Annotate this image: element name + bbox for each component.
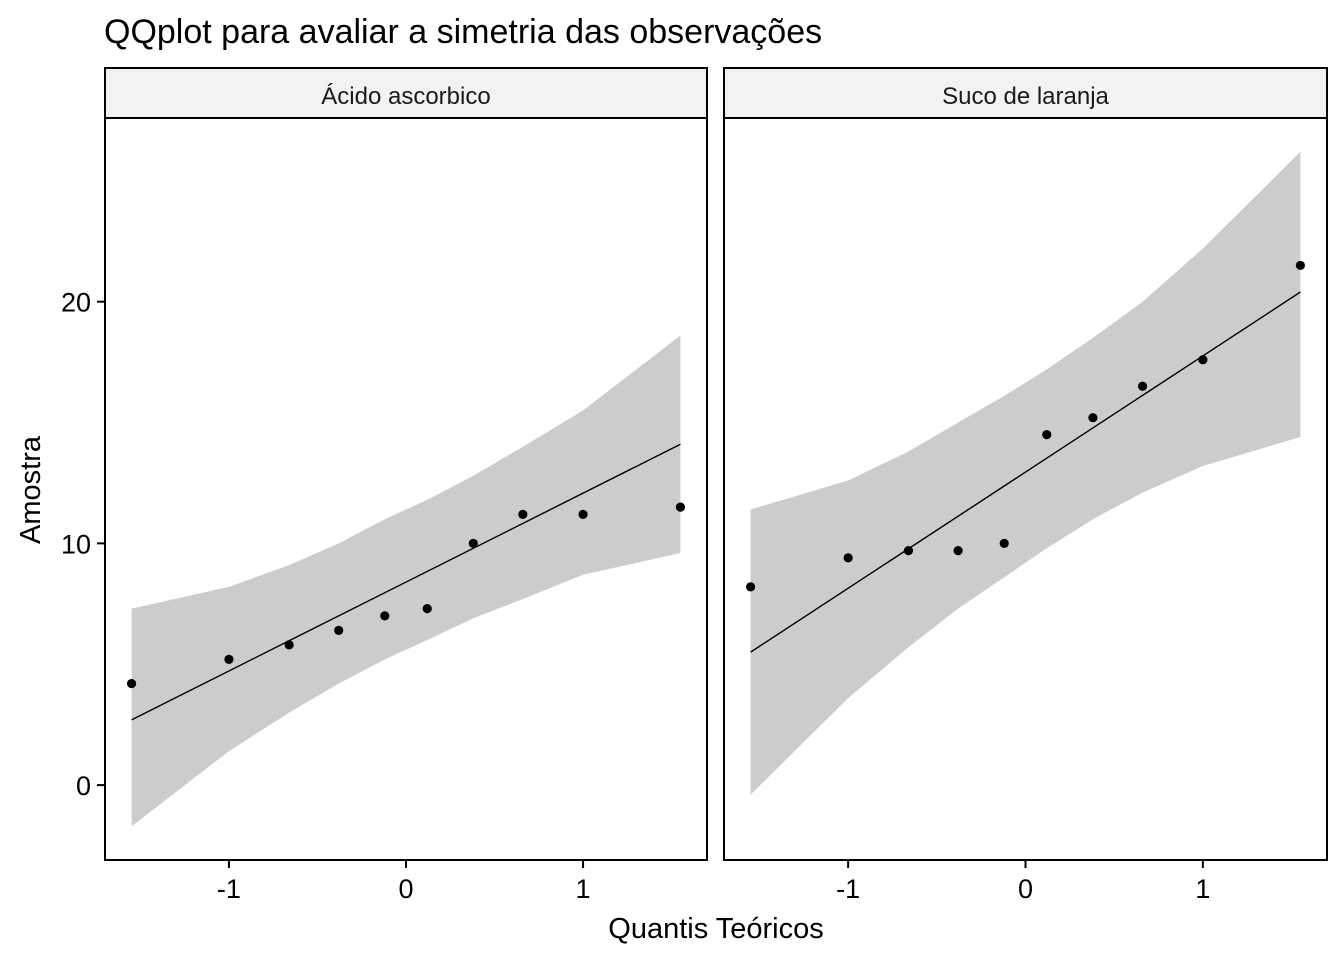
x-tick-label: 0 [398,874,413,904]
data-point [1198,355,1208,365]
data-point [675,502,686,512]
x-tick-label: 0 [1018,874,1033,904]
x-axis-title: Quantis Teóricos [608,913,823,945]
confidence-band [750,151,1301,795]
facet-panel-2: Suco de laranja -1 0 1 [723,67,1328,904]
data-point [1042,430,1052,440]
x-tick-label: -1 [217,874,241,904]
data-point [224,654,234,664]
facet-strip [723,67,1328,119]
data-point [334,625,344,635]
facet-strip-label: Suco de laranja [942,83,1109,110]
facet-panel-1: Ácido ascorbico -1 0 1 [104,67,708,904]
data-point [746,582,756,592]
qq-reference-line [131,443,681,721]
x-tick-label: 1 [1195,874,1210,904]
data-point [380,611,390,621]
data-point [422,604,432,614]
data-point [953,546,963,556]
x-tick-label: -1 [836,874,860,904]
data-point [468,538,478,548]
data-point [284,640,294,650]
data-point [843,553,853,563]
chart-title: QQplot para avaliar a simetria das obser… [104,13,822,51]
data-point [1088,413,1098,423]
y-tick-label: 10 [61,529,91,559]
data-point [1295,260,1305,271]
data-point [1137,381,1148,391]
y-tick-label: 20 [61,288,91,318]
y-axis-title: Amostra [15,435,47,544]
qq-reference-line [750,291,1301,653]
confidence-band [131,335,681,827]
facet-strip-label: Ácido ascorbico [321,83,490,110]
data-point [126,678,137,689]
data-point [999,538,1009,548]
facet-strip [104,67,708,119]
y-tick-label: 0 [76,771,91,801]
x-tick-label: 1 [576,874,591,904]
data-point [578,509,588,519]
data-point [518,509,528,519]
data-point [903,546,914,556]
